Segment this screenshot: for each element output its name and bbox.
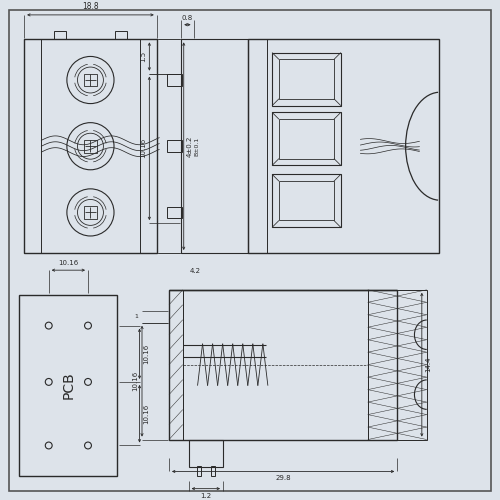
Bar [166, 140, 182, 152]
Text: 10.16: 10.16 [132, 371, 138, 392]
Bar [279, 119, 334, 158]
Text: 29.8: 29.8 [276, 476, 291, 482]
Bar [272, 174, 341, 228]
Text: B±0.1: B±0.1 [194, 136, 200, 156]
Text: 10.16: 10.16 [143, 404, 149, 424]
Bar [197, 466, 201, 476]
Text: 18.8: 18.8 [82, 2, 99, 11]
Bar [84, 206, 97, 219]
Bar [272, 112, 341, 166]
Bar [20, 294, 117, 476]
Bar [115, 30, 128, 40]
Bar [211, 466, 215, 476]
Bar [24, 40, 42, 253]
Bar [279, 181, 334, 220]
Text: 1.5: 1.5 [140, 51, 146, 62]
Bar [84, 140, 97, 152]
Text: 4±0.2: 4±0.2 [187, 136, 193, 157]
Bar [368, 290, 426, 440]
Text: 1: 1 [134, 314, 138, 320]
Text: 14.4: 14.4 [426, 357, 432, 372]
Text: PCB: PCB [62, 372, 76, 400]
Bar [272, 52, 341, 106]
Bar [84, 74, 97, 86]
Bar [54, 30, 66, 40]
Text: 0.8: 0.8 [182, 15, 193, 21]
Text: 10.16: 10.16 [140, 138, 146, 158]
Bar [279, 60, 334, 99]
Bar [188, 440, 223, 466]
Bar [248, 40, 439, 253]
Bar [140, 40, 156, 253]
Text: 10.16: 10.16 [58, 260, 78, 266]
Bar [169, 290, 182, 440]
Bar [24, 40, 156, 253]
Bar [169, 290, 398, 440]
Text: 10.16: 10.16 [143, 344, 149, 364]
Bar [166, 74, 182, 86]
Bar [182, 290, 368, 440]
Text: 4.2: 4.2 [190, 268, 200, 274]
Text: 1.2: 1.2 [200, 492, 211, 498]
Bar [182, 40, 248, 253]
Bar [166, 206, 182, 218]
